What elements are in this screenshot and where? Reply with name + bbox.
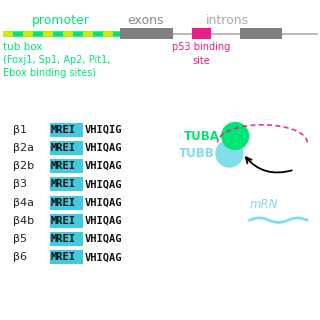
Text: β4b: β4b [13,216,34,226]
Bar [240,28,282,39]
Text: VHIQAG: VHIQAG [85,216,122,226]
Text: MREI: MREI [51,234,76,244]
Text: p53 binding
site: p53 binding site [172,42,231,66]
Text: MREI: MREI [51,252,76,262]
Bar [50,214,83,228]
Text: introns: introns [206,13,249,27]
Text: VHIQAG: VHIQAG [85,252,122,262]
Text: β4a: β4a [13,197,34,208]
Bar [50,159,83,173]
Text: β5: β5 [13,234,27,244]
Text: tub box: tub box [3,42,43,52]
Text: MREI: MREI [51,124,76,135]
Bar [50,196,83,210]
Text: MREI: MREI [51,143,76,153]
Bar [50,232,83,246]
Text: Ebox binding sites): Ebox binding sites) [3,68,96,78]
Bar [50,177,83,191]
Text: VHIQAG: VHIQAG [85,179,122,189]
Text: β2b: β2b [13,161,34,171]
Text: VHIQAG: VHIQAG [85,197,122,208]
Bar [50,250,83,264]
Circle shape [222,123,249,149]
Bar [120,28,173,39]
Text: VHIQAG: VHIQAG [85,234,122,244]
Circle shape [216,140,243,167]
Text: TUBA: TUBA [184,130,220,142]
Text: (Foxj1, Sp1, Ap2, Pit1,: (Foxj1, Sp1, Ap2, Pit1, [3,55,111,65]
Bar [50,123,83,137]
Text: β2a: β2a [13,143,34,153]
Text: MREI: MREI [51,197,76,208]
Text: MREI: MREI [51,161,76,171]
Text: VHIQAG: VHIQAG [85,161,122,171]
Text: VHIQAG: VHIQAG [85,143,122,153]
Text: promoter: promoter [32,13,90,27]
Text: MREI: MREI [51,216,76,226]
Bar [50,141,83,155]
Text: β3: β3 [13,179,27,189]
Text: mRN: mRN [250,198,278,211]
Bar [192,28,211,39]
Text: VHIQIG: VHIQIG [85,124,122,135]
Text: exons: exons [127,13,164,27]
Text: TUBB: TUBB [179,147,214,160]
Text: β1: β1 [13,124,27,135]
Text: β6: β6 [13,252,27,262]
Text: MREI: MREI [51,179,76,189]
